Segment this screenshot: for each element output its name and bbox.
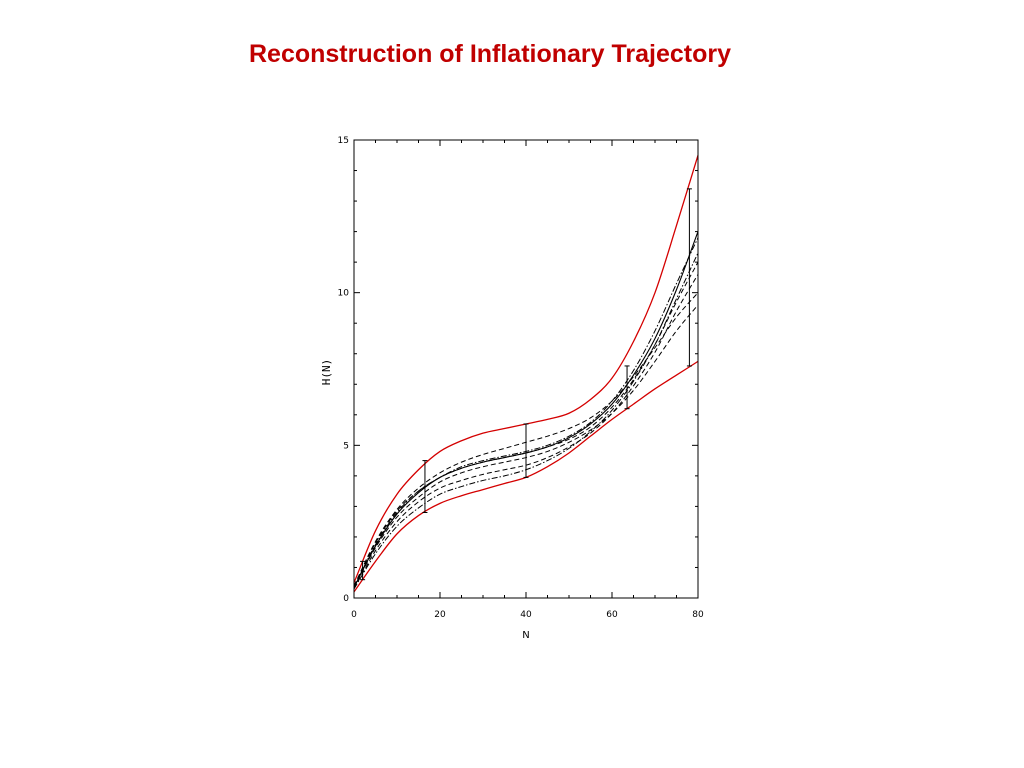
x-tick-label: 0 <box>351 610 357 620</box>
y-tick-label: 10 <box>338 289 350 299</box>
series-line-5 <box>353 274 699 590</box>
slide-title: Reconstruction of Inflationary Trajector… <box>248 40 732 68</box>
plot-frame <box>353 139 699 599</box>
x-tick-label: 40 <box>520 610 532 620</box>
plot-area <box>353 155 699 593</box>
x-tick-label: 80 <box>692 610 704 620</box>
y-tick-label: 5 <box>343 441 349 451</box>
x-tick-label: 60 <box>606 610 618 620</box>
x-axis-label: N <box>522 630 529 641</box>
series-line-2 <box>353 231 699 588</box>
series-line-7 <box>353 252 699 590</box>
y-tick-label: 15 <box>338 136 349 146</box>
series-line-8 <box>353 237 699 588</box>
y-axis-label: H(N) <box>320 359 333 386</box>
series-line-0 <box>353 155 699 583</box>
axes: 0 20 40 60 80 0 5 10 15 <box>338 136 704 620</box>
y-tick-label: 0 <box>343 594 349 604</box>
x-tick-label: 20 <box>434 610 446 620</box>
